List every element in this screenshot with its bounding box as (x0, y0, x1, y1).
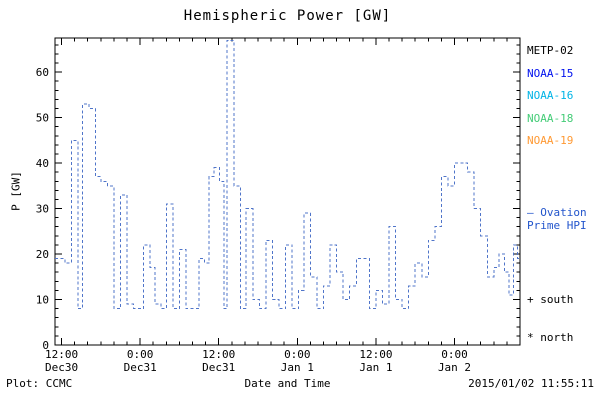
legend-north-label: north (540, 331, 574, 344)
legend-ovation: – Ovation Prime HPI (527, 206, 600, 232)
timestamp-label: 2015/01/02 11:55:11 (468, 377, 594, 390)
x-tick-label-time: 0:00 (441, 348, 468, 361)
plot-frame (54, 37, 521, 346)
x-tick-label-date: Dec31 (202, 361, 235, 374)
legend-satellite-item: NOAA-15 (527, 66, 574, 80)
x-tick-label-time: 0:00 (127, 348, 154, 361)
y-tick-label: 60 (36, 66, 49, 79)
x-tick-label-time: 12:00 (45, 348, 78, 361)
legend-marker-north: * north (527, 331, 573, 344)
legend-satellite-item: NOAA-19 (527, 134, 574, 147)
legend-south-label: south (540, 293, 574, 306)
y-tick-label: 0 (42, 339, 49, 352)
asterisk-marker-icon: * (527, 331, 534, 344)
x-tick-label-date: Jan 1 (359, 361, 392, 374)
legend-ovation-label: Ovation Prime HPI (527, 206, 587, 232)
data-line-ovation-prime-hpi (55, 39, 520, 310)
y-tick-label: 30 (36, 203, 49, 216)
legend-satellite-item: NOAA-18 (527, 111, 574, 125)
y-tick-label: 20 (36, 248, 49, 261)
legend-satellite-item: METP-02 (527, 44, 574, 57)
plot-source-label: Plot: CCMC (6, 377, 73, 390)
x-tick-label-time: 12:00 (359, 348, 392, 361)
legend-marker-south: + south (527, 293, 573, 306)
legend-satellites: METP-02 NOAA-15 NOAA-16 NOAA-18 NOAA-19 (527, 40, 573, 153)
y-tick-label: 50 (36, 112, 49, 125)
legend-satellite-item: NOAA-16 (527, 89, 574, 102)
y-tick-label: 10 (36, 294, 49, 307)
x-tick-label-date: Dec30 (45, 361, 78, 374)
x-tick-label-time: 12:00 (202, 348, 235, 361)
x-axis-label: Date and Time (244, 377, 331, 390)
x-tick-label-date: Jan 2 (438, 361, 471, 374)
x-tick-label-date: Dec31 (124, 361, 157, 374)
line-sample-icon: – (527, 206, 534, 219)
x-tick-label-date: Jan 1 (281, 361, 314, 374)
chart-title: Hemispheric Power [GW] (183, 8, 392, 24)
y-axis-label: P [GW] (9, 171, 23, 211)
x-tick-label-time: 0:00 (284, 348, 311, 361)
plus-marker-icon: + (527, 293, 534, 306)
y-tick-label: 40 (36, 157, 49, 170)
